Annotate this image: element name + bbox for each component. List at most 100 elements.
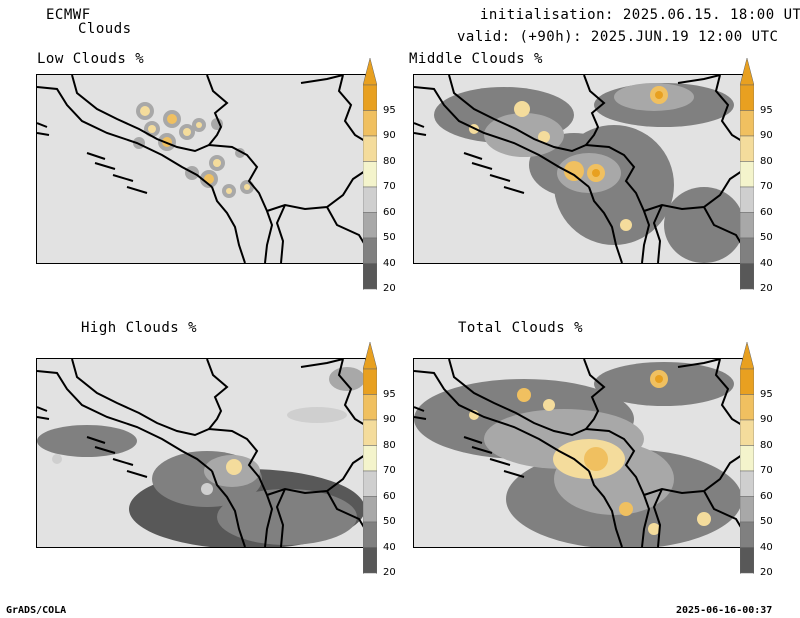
colorbar-total: 95 90 80 70 60 50 40 20	[740, 342, 773, 578]
colorbar-level-label: 90	[760, 414, 773, 425]
footer-timestamp: 2025-06-16-00:37	[676, 605, 773, 616]
colorbar-level-label: 80	[760, 439, 773, 451]
colorbar-segment	[740, 496, 754, 523]
colorbar-segment	[363, 84, 377, 111]
map-middle-svg	[414, 75, 742, 263]
panel-title-low: Low Clouds %	[37, 51, 145, 67]
colorbar-level-label: 80	[383, 155, 396, 167]
panel-title-high: High Clouds %	[81, 320, 198, 336]
colorbar-segment	[740, 445, 754, 472]
colorbar-level-label: 20	[760, 283, 773, 294]
map-borders-low	[37, 75, 365, 263]
colorbar-segment	[740, 547, 754, 574]
colorbar-top-arrow	[363, 58, 377, 86]
colorbar-high: 95 90 80 70 60 50 40 20	[363, 342, 396, 578]
colorbar-segment	[740, 186, 754, 213]
footer-software: GrADS/COLA	[6, 605, 67, 616]
colorbar-bottom-arrow	[363, 288, 377, 290]
colorbar-segment	[363, 161, 377, 188]
cloud-total	[414, 362, 742, 547]
colorbar-segment	[740, 212, 754, 239]
colorbar-bottom-arrow	[363, 572, 377, 574]
colorbar-segment	[363, 212, 377, 239]
colorbar-middle: 95 90 80 70 60 50 40 20	[740, 58, 773, 294]
colorbar-segment	[740, 161, 754, 188]
colorbar-segment	[740, 521, 754, 548]
product-name: Clouds	[78, 21, 132, 37]
colorbar-segment	[363, 394, 377, 421]
colorbar-segment	[363, 419, 377, 446]
colorbar-segment	[740, 263, 754, 290]
colorbar-segment	[363, 445, 377, 472]
colorbar-segment	[740, 419, 754, 446]
cloud-middle	[434, 83, 742, 263]
colorbar-segment	[363, 496, 377, 523]
colorbar-svg	[363, 58, 377, 290]
colorbar-segment	[740, 135, 754, 162]
colorbar-level-label: 50	[383, 516, 396, 527]
colorbar-level-label: 60	[760, 490, 773, 502]
map-panel-low	[36, 74, 366, 264]
colorbar-level-label: 60	[383, 490, 396, 502]
colorbar-segment	[740, 110, 754, 137]
colorbar-segment	[363, 186, 377, 213]
colorbar-segment	[363, 368, 377, 395]
colorbar-svg	[740, 342, 754, 574]
colorbar-bottom-arrow	[740, 572, 754, 574]
colorbar-level-label: 95	[383, 104, 396, 116]
colorbar-top-arrow	[740, 58, 754, 86]
map-panel-middle	[413, 74, 743, 264]
colorbar-level-label: 60	[760, 206, 773, 218]
colorbar-segment	[740, 394, 754, 421]
valid-time: valid: (+90h): 2025.JUN.19 12:00 UTC	[457, 29, 779, 45]
colorbar-level-label: 60	[383, 206, 396, 218]
colorbar-level-label: 80	[383, 439, 396, 451]
colorbar-level-label: 80	[760, 155, 773, 167]
colorbar-level-label: 40	[383, 257, 396, 269]
colorbar-level-label: 95	[760, 388, 773, 400]
colorbar-low: 95 90 80 70 60 50 40 20	[363, 58, 396, 294]
colorbar-level-label: 70	[383, 465, 396, 476]
colorbar-top-arrow	[740, 342, 754, 370]
colorbar-segment	[740, 237, 754, 264]
colorbar-svg	[363, 342, 377, 574]
colorbar-level-label: 20	[383, 567, 396, 578]
panel-title-middle: Middle Clouds %	[409, 51, 543, 67]
colorbar-segment	[740, 368, 754, 395]
map-high-svg	[37, 359, 365, 547]
colorbar-segment	[363, 521, 377, 548]
colorbar-level-label: 70	[383, 181, 396, 192]
map-panel-total	[413, 358, 743, 548]
colorbar-level-label: 20	[383, 283, 396, 294]
panel-title-total: Total Clouds %	[458, 320, 584, 336]
colorbar-level-label: 40	[760, 257, 773, 269]
colorbar-level-label: 20	[760, 567, 773, 578]
map-borders-total	[414, 359, 742, 547]
colorbar-level-label: 70	[760, 181, 773, 192]
colorbar-bottom-arrow	[740, 288, 754, 290]
colorbar-level-label: 95	[383, 388, 396, 400]
colorbar-level-label: 50	[760, 232, 773, 243]
colorbar-level-label: 70	[760, 465, 773, 476]
colorbar-level-label: 90	[383, 414, 396, 425]
cloud-high	[37, 367, 365, 547]
colorbar-level-label: 95	[760, 104, 773, 116]
colorbar-segment	[363, 470, 377, 497]
colorbar-level-label: 90	[383, 130, 396, 141]
colorbar-segment	[363, 110, 377, 137]
colorbar-level-label: 50	[383, 232, 396, 243]
colorbar-segment	[363, 135, 377, 162]
colorbar-segment	[740, 470, 754, 497]
colorbar-segment	[363, 263, 377, 290]
colorbar-segment	[363, 547, 377, 574]
colorbar-svg	[740, 58, 754, 290]
map-panel-high	[36, 358, 366, 548]
colorbar-top-arrow	[363, 342, 377, 370]
colorbar-level-label: 40	[760, 541, 773, 553]
model-name: ECMWF	[46, 7, 91, 23]
colorbar-segment	[740, 84, 754, 111]
colorbar-level-label: 40	[383, 541, 396, 553]
colorbar-level-label: 90	[760, 130, 773, 141]
colorbar-level-label: 50	[760, 516, 773, 527]
map-total-svg	[414, 359, 742, 547]
